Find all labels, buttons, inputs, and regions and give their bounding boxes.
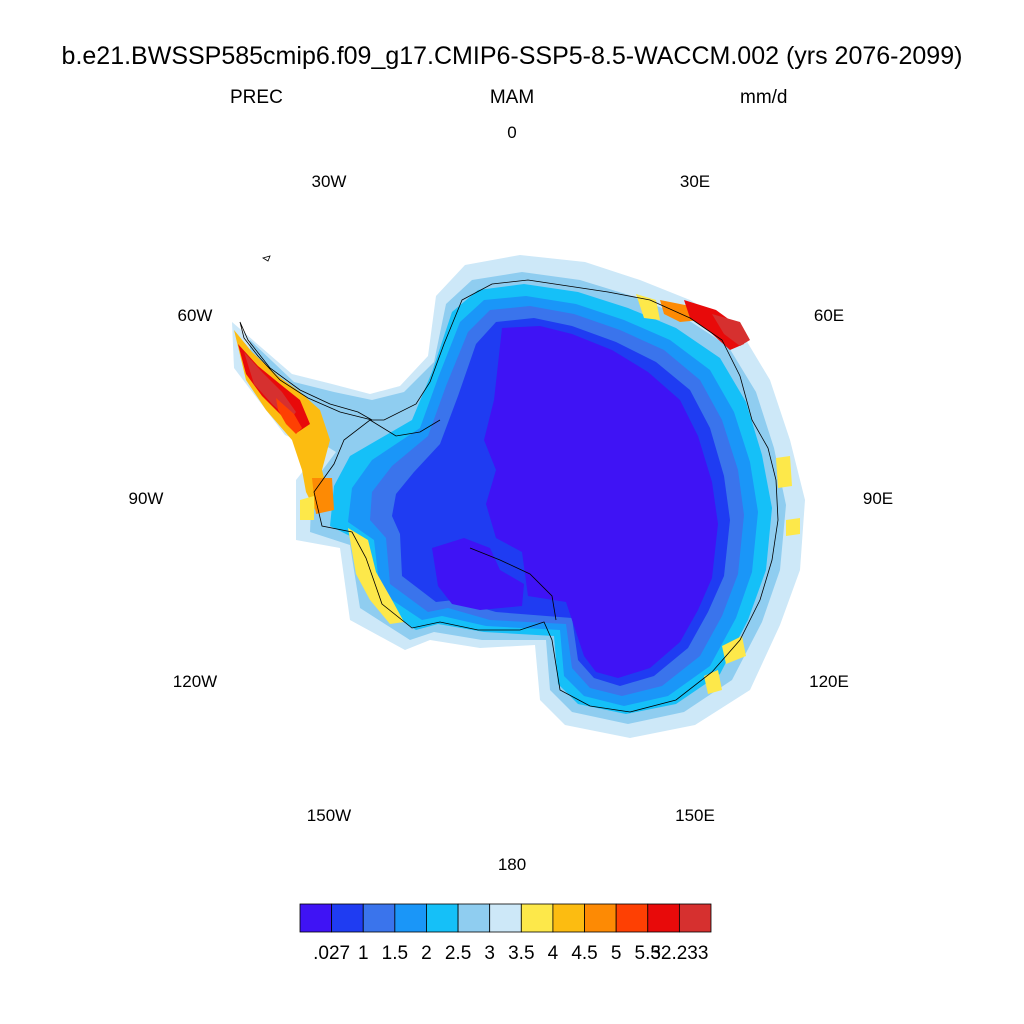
east-yellow-120e [704,670,722,694]
longitude-labels: 0 30E 60E 90E 120E 150E 180 150W 120W 90W 60W 30W [129,123,894,874]
figure-title: b.e21.BWSSP585cmip6.f09_g17.CMIP6-SSP5-8… [61,42,963,70]
coastline-peninsula [239,321,373,421]
colorbar-swatch-2 [362,903,396,933]
colorbar-swatch-7 [520,903,554,933]
lon-label-30w: 30W [312,172,347,191]
colorbar-swatch-0 [299,903,333,933]
lon-label-120w: 120W [173,672,217,691]
colorbar-swatch-6 [489,903,522,933]
colorbar-label-9: 5 [611,943,622,964]
colorbar-swatch-9 [584,903,617,933]
colorbar-label-10: 5.5 [635,943,661,964]
coastline [239,255,779,713]
colorbar-swatch-1 [331,903,364,933]
peninsula-wet-darkred [244,352,296,420]
colorbar-swatch-3 [394,903,427,933]
colorbar-swatch-10 [615,903,649,933]
colorbar-label-5: 3 [484,943,495,964]
west-coast-yellow [348,528,404,624]
peninsula-wet-orangered [276,398,302,434]
colorbar-swatch-12 [678,903,712,933]
lon-label-90w: 90W [129,489,164,508]
colorbar-label-4: 2.5 [445,943,471,964]
units-label: mm/d [740,87,788,108]
colorbar-label-8: 4.5 [571,943,597,964]
colorbar-label-1: 1 [358,943,369,964]
lon-label-120e: 120E [809,672,849,691]
colorbar-swatch-8 [552,903,585,933]
lon-label-0: 0 [507,123,516,142]
lon-label-30e: 30E [680,172,710,191]
coastline-ross-ice-shelf [469,547,557,621]
colorbar-label-7: 4 [548,943,559,964]
colorbar-label-0: .027 [313,943,350,964]
precip-field [232,255,805,738]
colorbar-label-6: 3.5 [508,943,534,964]
coastline-ronne-ice-shelf [369,419,441,437]
colorbar-swatch-4 [426,903,459,933]
east-yellow-95e [786,518,800,536]
lon-label-60w: 60W [178,306,213,325]
east-yellow-90e [776,456,792,488]
dronning-maud-yellow [636,294,660,320]
lon-label-180: 180 [498,855,526,874]
enderby-darkred [712,314,750,346]
colorbar-swatch-5 [457,903,491,933]
lon-label-150e: 150E [675,806,715,825]
colorbar-labels: .027 1 1.5 2 2.5 3 3.5 4 4.5 5 5.532.233 [313,943,708,964]
colorbar [299,903,712,933]
coastline-island [262,255,271,262]
ross-core-patch [432,538,524,610]
variable-label: PREC [230,87,283,108]
interior-core [484,326,718,678]
season-label: MAM [489,87,535,108]
colorbar-label-3: 2 [421,943,432,964]
colorbar-label-2: 1.5 [382,943,408,964]
lon-label-90e: 90E [863,489,893,508]
coastline-main [313,279,779,713]
lon-label-150w: 150W [307,806,351,825]
colorbar-label-11: 32.233 [650,943,708,964]
lon-label-60e: 60E [814,306,844,325]
marie-byrd-yellow [300,496,314,520]
east-yellow-115e [722,636,746,664]
colorbar-swatch-11 [647,903,680,933]
